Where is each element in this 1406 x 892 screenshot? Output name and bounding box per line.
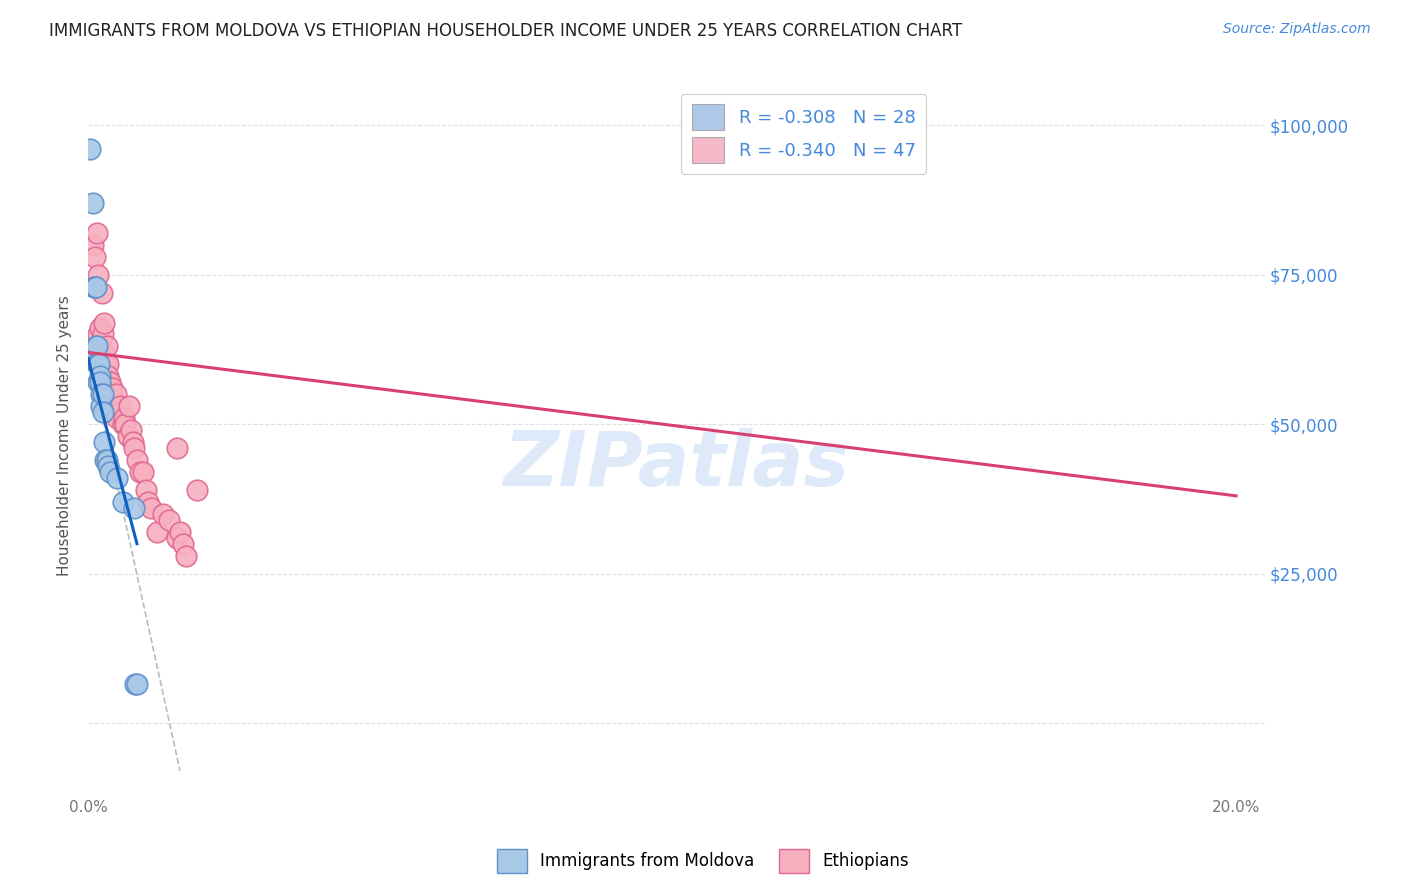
Point xyxy=(82,237,104,252)
Point xyxy=(87,327,110,342)
Point xyxy=(93,435,115,450)
Point xyxy=(124,677,146,691)
Point xyxy=(100,387,122,401)
Point xyxy=(79,142,101,156)
Point xyxy=(138,495,160,509)
Point xyxy=(87,357,110,371)
Point xyxy=(94,453,117,467)
Point xyxy=(94,357,117,371)
Point xyxy=(97,369,120,384)
Point xyxy=(122,435,145,450)
Point xyxy=(90,339,112,353)
Point xyxy=(135,483,157,497)
Y-axis label: Householder Income Under 25 years: Householder Income Under 25 years xyxy=(58,295,72,576)
Point xyxy=(86,357,108,371)
Point xyxy=(86,339,108,353)
Legend: R = -0.308   N = 28, R = -0.340   N = 47: R = -0.308 N = 28, R = -0.340 N = 47 xyxy=(681,94,927,174)
Point xyxy=(118,399,141,413)
Point xyxy=(172,536,194,550)
Point xyxy=(111,417,134,431)
Point xyxy=(91,327,114,342)
Point xyxy=(90,387,112,401)
Point xyxy=(105,411,128,425)
Point xyxy=(125,453,148,467)
Point xyxy=(93,316,115,330)
Point xyxy=(90,285,112,300)
Point xyxy=(117,429,139,443)
Point xyxy=(103,405,125,419)
Point xyxy=(120,423,142,437)
Point xyxy=(84,279,107,293)
Point xyxy=(87,357,110,371)
Point xyxy=(96,453,118,467)
Point xyxy=(89,321,111,335)
Point xyxy=(84,250,107,264)
Legend: Immigrants from Moldova, Ethiopians: Immigrants from Moldova, Ethiopians xyxy=(491,842,915,880)
Point xyxy=(166,531,188,545)
Point xyxy=(186,483,208,497)
Point xyxy=(83,279,105,293)
Point xyxy=(91,345,114,359)
Point xyxy=(97,376,120,390)
Point xyxy=(82,196,104,211)
Point xyxy=(89,369,111,384)
Point xyxy=(94,376,117,390)
Point xyxy=(111,495,134,509)
Point xyxy=(86,226,108,240)
Point xyxy=(108,399,131,413)
Point xyxy=(125,677,148,691)
Point xyxy=(87,268,110,282)
Point xyxy=(114,417,136,431)
Point xyxy=(97,357,120,371)
Point xyxy=(152,507,174,521)
Point xyxy=(141,500,163,515)
Point xyxy=(122,500,145,515)
Point xyxy=(84,339,107,353)
Point xyxy=(131,465,153,479)
Point xyxy=(174,549,197,563)
Point xyxy=(122,441,145,455)
Text: ZIPatlas: ZIPatlas xyxy=(503,428,849,502)
Point xyxy=(157,513,180,527)
Point xyxy=(112,411,135,425)
Point xyxy=(98,465,121,479)
Point xyxy=(169,524,191,539)
Text: IMMIGRANTS FROM MOLDOVA VS ETHIOPIAN HOUSEHOLDER INCOME UNDER 25 YEARS CORRELATI: IMMIGRANTS FROM MOLDOVA VS ETHIOPIAN HOU… xyxy=(49,22,962,40)
Point xyxy=(104,387,127,401)
Point xyxy=(89,376,111,390)
Text: Source: ZipAtlas.com: Source: ZipAtlas.com xyxy=(1223,22,1371,37)
Point xyxy=(91,387,114,401)
Point xyxy=(96,339,118,353)
Point xyxy=(166,441,188,455)
Point xyxy=(98,376,121,390)
Point xyxy=(101,381,124,395)
Point xyxy=(90,399,112,413)
Point xyxy=(146,524,169,539)
Point xyxy=(87,376,110,390)
Point xyxy=(91,405,114,419)
Point xyxy=(128,465,150,479)
Point xyxy=(105,471,128,485)
Point xyxy=(87,357,110,371)
Point xyxy=(84,279,107,293)
Point xyxy=(97,458,120,473)
